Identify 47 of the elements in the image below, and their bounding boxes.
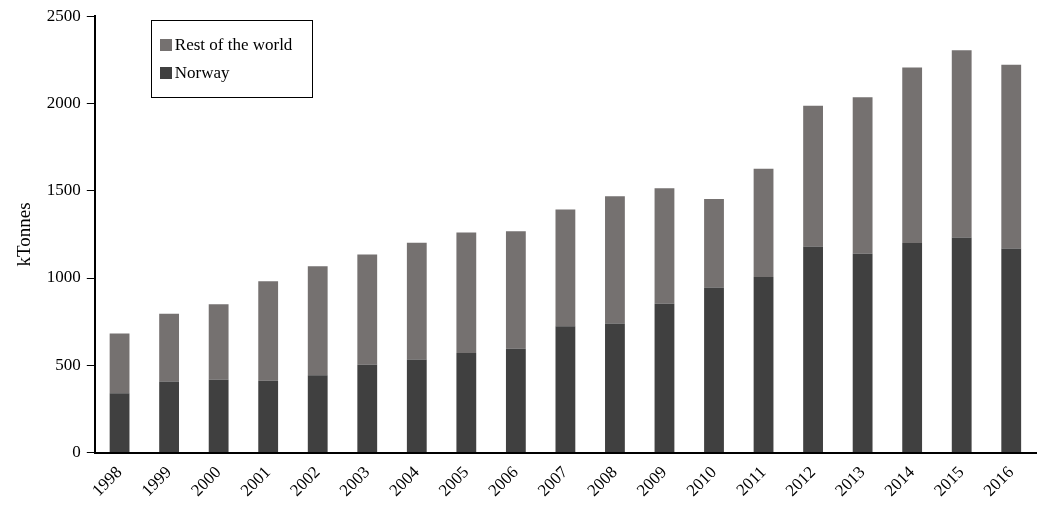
bar [803,246,823,453]
bar [951,237,972,453]
bar [357,364,378,453]
bar [456,353,477,453]
y-tick-label: 2000 [46,92,81,112]
bar [704,287,724,453]
bar [208,379,229,453]
bar [109,333,130,394]
bar [654,188,675,304]
bar [753,168,774,277]
y-tick-label: 1000 [46,267,81,287]
bar [456,232,477,354]
bar [951,50,972,238]
bar [803,105,823,247]
bar [307,375,328,453]
bar [406,242,427,360]
bar [1001,248,1022,453]
bar [406,359,427,453]
y-tick-label: 1500 [46,180,81,200]
bar [505,348,526,453]
bar [159,313,180,382]
bar [605,196,625,324]
bar [555,209,576,327]
y-tick-label: 2500 [46,5,81,25]
bar [109,393,130,453]
bar [605,323,625,453]
bar [852,97,873,254]
bar [159,381,180,453]
bar [704,198,724,288]
y-tick-label: 0 [72,442,81,461]
y-tick-label: 500 [55,354,81,374]
bar [902,243,923,453]
legend-label: Rest of the world [174,35,293,56]
bar [258,380,279,453]
bar [258,281,279,381]
bar [357,254,378,365]
bar [852,253,873,453]
bar [1001,64,1022,249]
bar [208,304,229,380]
y-axis-title: kTonnes [13,202,35,267]
legend-label: Norway [174,63,230,84]
bar [753,276,774,453]
bar [307,266,328,376]
bar [555,326,576,453]
bar [902,67,923,244]
bar [654,303,675,453]
bar [505,231,526,349]
